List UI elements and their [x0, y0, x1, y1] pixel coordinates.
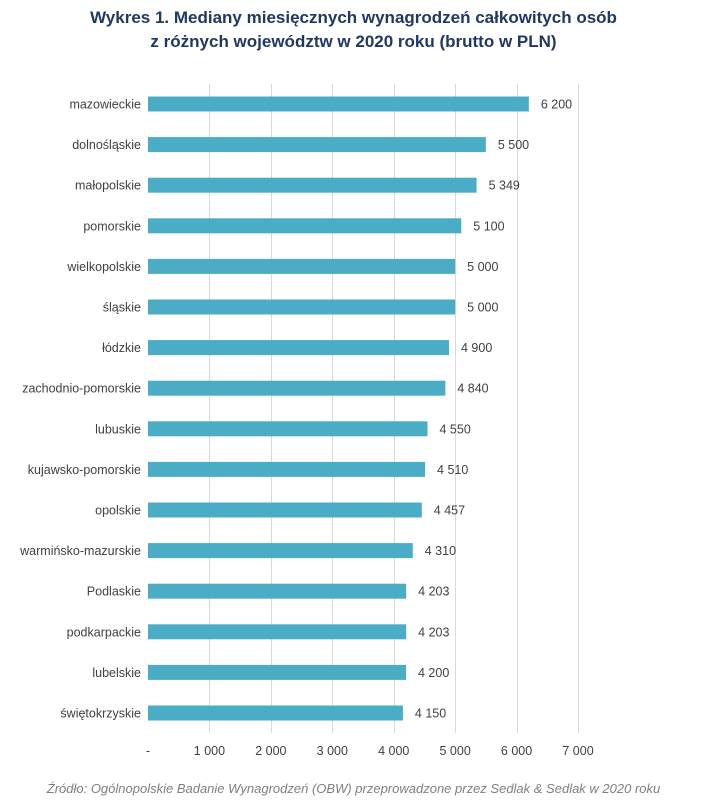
bar: [148, 137, 486, 153]
value-label: 4 203: [418, 585, 449, 599]
chart-source-note: Źródło: Ogólnopolskie Badanie Wynagrodze…: [46, 781, 661, 796]
category-labels: mazowieckie dolnośląskie małopolskie pomors…: [19, 98, 141, 721]
bars: [148, 96, 529, 721]
value-label: 4 200: [418, 666, 449, 680]
bar: [148, 218, 462, 234]
category-label: śląskie: [103, 301, 141, 315]
category-label: podkarpackie: [67, 625, 141, 639]
bar: [148, 502, 422, 518]
x-tick-label: 2 000: [255, 744, 286, 758]
value-label: 4 510: [437, 463, 468, 477]
x-tick-label: 3 000: [317, 744, 348, 758]
value-label: 4 900: [461, 341, 492, 355]
category-label: kujawsko-pomorskie: [28, 463, 141, 477]
category-label: Podlaskie: [87, 585, 141, 599]
x-axis-ticks: - 1 000 2 000 3 000 4 000 5 000 6 000 7 000: [146, 744, 594, 758]
chart-title-line-2: z różnych województw w 2020 roku (brutto…: [150, 32, 557, 51]
bar: [148, 380, 446, 396]
bar: [148, 461, 426, 477]
category-label: małopolskie: [75, 179, 141, 193]
category-label: opolskie: [95, 504, 141, 518]
bar: [148, 96, 529, 112]
value-label: 5 500: [498, 138, 529, 152]
category-label: dolnośląskie: [72, 138, 141, 152]
x-tick-label: 5 000: [440, 744, 471, 758]
bar: [148, 340, 449, 356]
value-label: 4 150: [415, 707, 446, 721]
bar: [148, 624, 407, 640]
category-label: mazowieckie: [69, 98, 141, 112]
value-label: 4 457: [434, 504, 465, 518]
bar: [148, 664, 406, 680]
value-label: 5 000: [467, 301, 498, 315]
bar: [148, 421, 428, 437]
bar: [148, 299, 456, 315]
value-label: 4 840: [457, 382, 488, 396]
value-label: 6 200: [541, 98, 572, 112]
value-label: 5 100: [473, 219, 504, 233]
category-label: warmińsko-mazurskie: [19, 544, 141, 558]
category-label: pomorskie: [83, 219, 141, 233]
x-tick-label: -: [146, 744, 150, 758]
category-label: lubuskie: [95, 422, 141, 436]
value-label: 5 000: [467, 260, 498, 274]
category-label: świętokrzyskie: [60, 707, 141, 721]
category-label: zachodnio-pomorskie: [22, 382, 141, 396]
bar: [148, 177, 477, 193]
value-label: 5 349: [489, 179, 520, 193]
category-label: lubelskie: [92, 666, 141, 680]
x-tick-label: 6 000: [501, 744, 532, 758]
value-label: 4 203: [418, 625, 449, 639]
x-tick-label: 4 000: [378, 744, 409, 758]
bar: [148, 543, 413, 559]
value-labels: 6 200 5 500 5 349 5 100 5 000 5 000 4 900 4 840…: [415, 98, 572, 721]
x-tick-label: 1 000: [194, 744, 225, 758]
value-label: 4 550: [440, 422, 471, 436]
x-tick-label: 7 000: [562, 744, 593, 758]
chart-title-line-1: Wykres 1. Mediany miesięcznych wynagrodz…: [90, 8, 617, 27]
chart-title: Wykres 1. Mediany miesięcznych wynagrodz…: [0, 6, 707, 54]
category-label: łódzkie: [102, 341, 141, 355]
value-label: 4 310: [425, 544, 456, 558]
bar: [148, 258, 456, 274]
bar: [148, 583, 407, 599]
category-label: wielkopolskie: [66, 260, 141, 274]
bar: [148, 705, 403, 721]
